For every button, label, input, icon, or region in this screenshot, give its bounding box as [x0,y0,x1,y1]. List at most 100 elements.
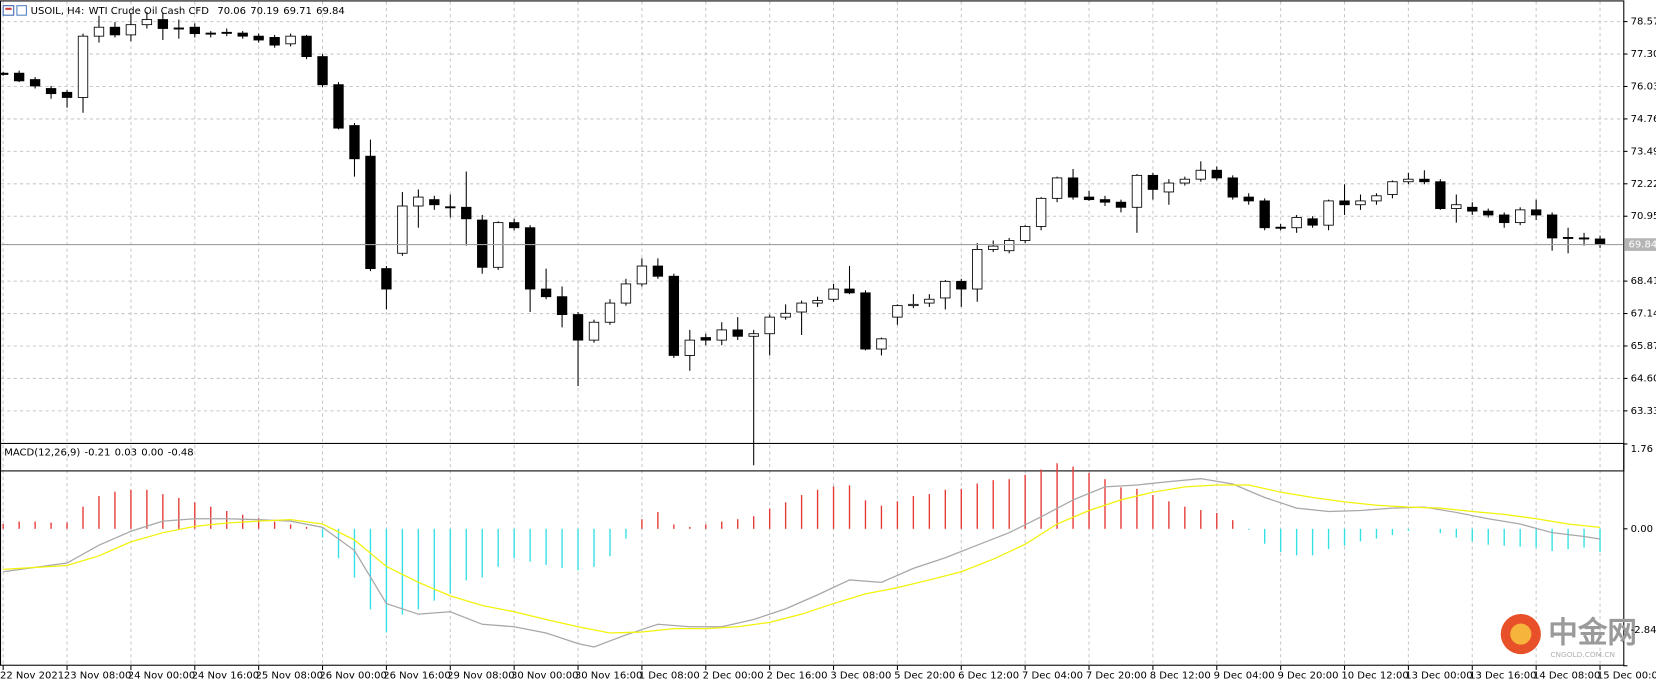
candle-body [1387,181,1398,195]
candle-body [1179,178,1191,184]
x-tick-label: 22 Nov 2021 [0,670,64,681]
candle-body [940,280,951,299]
y-tick-label: 68.41 [1631,276,1656,287]
candle-body [956,280,967,290]
candle-body [189,26,200,35]
watermark-sub: CNGOLD.COM.CN [1550,650,1615,659]
candle-body [700,337,711,341]
candle-body [381,268,392,290]
candle-body [1131,174,1143,208]
candle-body [780,312,791,318]
candle-body [908,303,919,307]
candle-body [1243,196,1254,202]
candle-body [892,305,903,318]
price-panel [0,0,1625,472]
high-value: 70.19 [250,6,279,17]
candle-body [125,24,137,36]
candle-body [1435,181,1446,209]
candle-body [1051,177,1063,199]
candle-body [0,72,9,75]
candle-body [301,35,312,58]
x-tick-label: 30 Nov 16:00 [575,670,643,681]
candle-body [812,300,823,304]
candle-body [844,288,855,294]
candle-body [237,32,248,37]
x-tick-label: 2 Dec 16:00 [766,670,827,681]
candle-body [221,31,232,34]
chart-icon[interactable] [2,5,15,16]
candle-body [684,339,695,356]
x-tick-label: 29 Nov 08:00 [447,670,515,681]
y-tick-label: 72.22 [1631,179,1656,190]
x-tick-label: 26 Nov 16:00 [383,670,451,681]
candle-body [1578,237,1590,240]
x-tick-label: 23 Nov 08:00 [64,670,132,681]
macd-header: MACD(12,26,9) -0.21 0.03 0.00 -0.48 [4,447,193,458]
description: WTI Crude Oil Cash CFD [89,6,210,17]
candle-body [1562,237,1574,239]
candle-body [540,288,552,298]
candle-body [29,79,41,87]
candle-body [1227,177,1238,198]
candle-body [1515,209,1526,224]
y-tick-label: 64.60 [1631,373,1656,384]
candle-body [588,321,600,341]
candle-body [1099,199,1111,203]
candle-body [1019,226,1031,241]
candle-body [1467,206,1478,212]
candle-body [572,314,584,341]
properties-icon[interactable] [16,5,27,16]
candle-body [1259,200,1270,229]
y-tick-label: 76.03 [1631,81,1656,92]
x-tick-label: 10 Dec 12:00 [1341,670,1408,681]
marks [0,11,1624,648]
signal-line [3,484,1601,634]
candle-body [173,27,184,30]
candle-body [1004,240,1015,252]
y-tick-label: 74.76 [1631,114,1656,125]
x-tick-label: 7 Dec 20:00 [1086,670,1147,681]
x-tick-label: 8 Dec 12:00 [1150,670,1211,681]
candle-body [45,88,57,95]
candle-body [732,329,743,337]
candle-body [1115,201,1127,208]
candle-body [1083,196,1095,201]
candle-body [508,222,520,229]
candle-body [764,316,775,335]
x-tick-label: 15 Dec 00:00 [1597,670,1656,681]
y-tick-label: -2.84 [1631,625,1656,636]
watermark-text: 中金网 [1548,616,1637,650]
candle-body [429,199,440,206]
candle-body [604,302,616,323]
x-tick-label: 24 Nov 16:00 [192,670,260,681]
x-tick-label: 5 Dec 20:00 [894,670,955,681]
x-tick-label: 13 Dec 16:00 [1469,670,1536,681]
last-price-box [1624,238,1656,251]
candle-body [1323,200,1334,226]
candle-body [796,302,807,313]
x-tick-label: 9 Dec 20:00 [1277,670,1338,681]
candle-body [748,333,759,337]
candle-body [269,37,280,46]
candle-body [93,26,105,37]
candle-body [1451,204,1462,209]
candle-body [1339,200,1350,206]
close-value: 69.84 [316,6,345,17]
candle-body [1419,178,1430,183]
candle-body [157,19,169,29]
candle-body [652,265,664,277]
candle-body [716,329,727,341]
candle-body [413,196,424,207]
macd-value: -0.21 [85,447,111,458]
macd-value: -0.48 [168,447,194,458]
candle-body [1067,177,1079,198]
watermark-logo-inner [1510,623,1532,645]
macd-value: 0.00 [141,447,163,458]
candle-body [1275,226,1286,229]
candle-body [253,35,264,41]
candle-body [1211,169,1222,179]
x-tick-label: 3 Dec 08:00 [830,670,891,681]
candle-body [668,275,680,356]
candle-body [1530,209,1542,216]
